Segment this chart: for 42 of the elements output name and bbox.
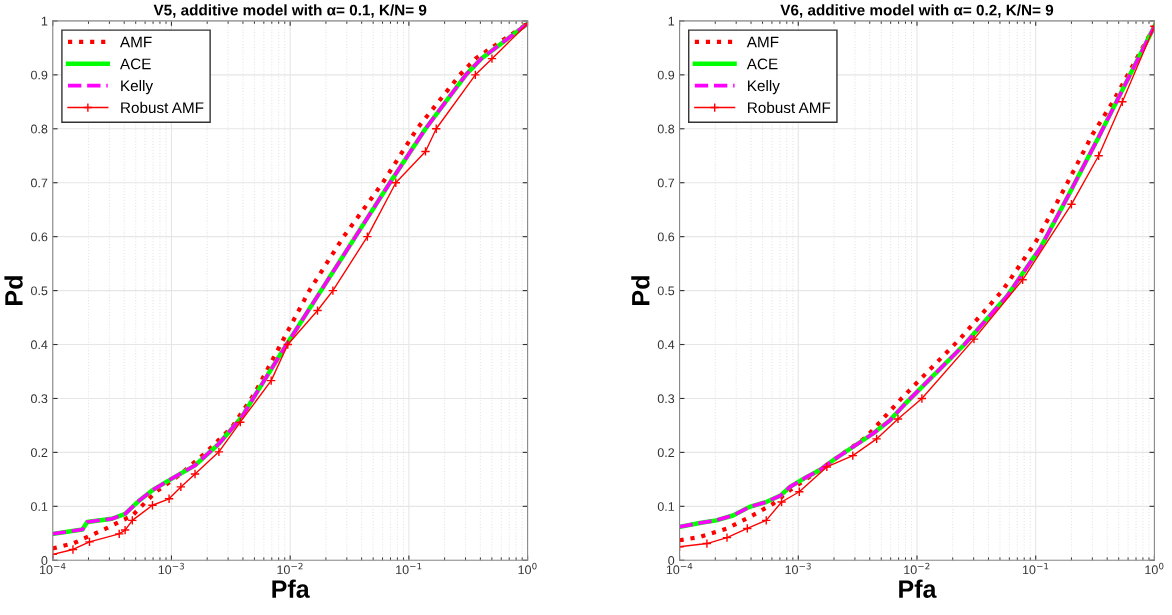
x-tick-label: 10$^{0}$ [1145,562,1164,575]
x-axis-title: Pfa [899,579,937,598]
y-tick-label: 0.1 [30,502,48,511]
y-tick-label: 0.5 [30,286,48,296]
legend-label: ACE [119,58,151,70]
y-tick-label: 0.9 [657,70,675,80]
y-axis-title: Pd [4,276,23,305]
x-axis-title: Pfa [272,579,310,598]
chart-title: V5, additive model with α= 0.1, K/N= 9 [153,4,427,18]
legend-label: AMF [746,36,779,48]
y-tick-label: 0.5 [657,286,675,296]
y-tick-label: 0.4 [657,340,675,350]
legend-label: Robust AMF [121,101,204,114]
y-axis-title: Pd [631,276,650,305]
legend-label: Kelly [121,79,154,95]
x-tick-label: 10$^{−2}$ [277,562,303,575]
y-tick-label: 0.2 [30,448,48,458]
y-tick-label: 0.7 [657,178,675,188]
x-tick-label: 10$^{−3}$ [158,562,184,575]
y-tick-label: 0.6 [657,232,675,242]
y-tick-label: 0.3 [30,394,48,404]
y-tick-label: 0.6 [30,232,48,242]
y-tick-label: 0.4 [30,340,48,350]
x-tick-label: 10$^{0}$ [518,562,537,575]
x-tick-label: 10$^{−2}$ [904,562,930,575]
y-tick-label: 0.9 [30,70,48,80]
x-tick-label: 10$^{−1}$ [1022,562,1049,575]
x-tick-label: 10$^{−1}$ [396,562,422,575]
x-tick-label: 10$^{−3}$ [785,562,811,575]
y-tick-label: 0.2 [657,448,675,458]
legend-label: AMF [119,36,152,48]
chart-title: V6, additive model with α= 0.2, K/N= 9 [780,4,1054,18]
y-tick-label: 0.8 [657,124,675,134]
legend-label: Kelly [748,79,780,95]
legend-label: Robust AMF [748,101,831,114]
y-tick-label: 0.3 [657,394,675,404]
legend-label: ACE [746,58,778,70]
y-tick-label: 0.8 [30,124,48,134]
y-tick-label: 1 [41,16,48,26]
y-tick-label: 0.1 [657,502,675,511]
y-tick-label: 1 [668,16,675,26]
y-tick-label: 0.7 [30,178,48,188]
